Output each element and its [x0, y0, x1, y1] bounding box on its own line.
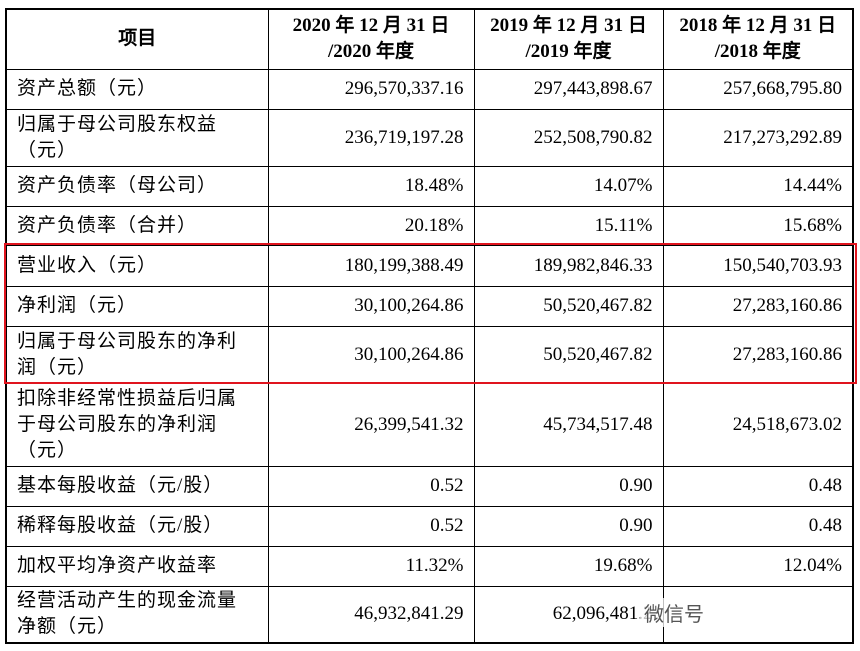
label-cell: 基本每股收益（元/股）	[5, 465, 269, 507]
label-cell: 稀释每股收益（元/股）	[5, 505, 269, 547]
data-row: 基本每股收益（元/股） 0.52 0.90 0.48	[5, 465, 854, 507]
label-cell: 营业收入（元）	[5, 244, 269, 287]
value-cell: 14.44%	[662, 165, 854, 207]
text-line: 于母公司股东的净利润	[17, 413, 218, 435]
data-row: 资产总额（元） 296,570,337.16 297,443,898.67 257,6…	[5, 68, 854, 110]
text-line: （元）	[17, 139, 78, 161]
text-line: 经营活动产生的现金流量	[17, 590, 238, 612]
value-cell: 297,443,898.67	[473, 68, 664, 110]
text-line: /2020 年度	[327, 41, 415, 63]
header-cell: 2020 年 12 月 31 日/2020 年度	[267, 8, 475, 70]
label-cell: 净利润（元）	[5, 285, 269, 327]
value-cell: 0.48	[662, 465, 854, 507]
label-cell: 归属于母公司股东权益 （元）	[5, 108, 269, 167]
value-cell: 257,668,795.80	[662, 68, 854, 110]
text-line: 资产负债率（合并）	[17, 214, 198, 236]
text-line: 净额（元）	[17, 616, 118, 638]
text-line: 营业收入（元）	[17, 254, 158, 276]
value-cell: 0.90	[473, 465, 664, 507]
data-row: 经营活动产生的现金流量 净额（元） 46,932,841.29 62,096,481.…	[5, 585, 854, 644]
value-cell: 15.11%	[473, 205, 664, 246]
data-row: 资产负债率（母公司） 18.48% 14.07% 14.44%	[5, 165, 854, 207]
highlight-box	[4, 243, 857, 384]
data-row: 归属于母公司股东权益 （元） 236,719,197.28 252,508,790.8…	[5, 108, 854, 167]
text-line: 2019 年 12 月 31 日	[490, 15, 647, 37]
watermark: 微信号	[640, 598, 708, 627]
value-cell: 26,399,541.32	[267, 382, 475, 467]
value-cell: 50,520,467.82	[473, 285, 664, 327]
value-cell: 0.48	[662, 505, 854, 547]
value-cell: 217,273,292.89	[662, 108, 854, 167]
text-line: 2018 年 12 月 31 日	[679, 15, 837, 37]
data-row: 归属于母公司股东的净利 润（元） 30,100,264.86 50,520,467.8…	[5, 325, 854, 384]
text-line: 资产负债率（母公司）	[17, 175, 218, 196]
label-cell: 资产负债率（合并）	[5, 205, 269, 246]
text-line: 2020 年 12 月 31 日	[292, 15, 450, 37]
text-line: 归属于母公司股东的净利	[17, 330, 238, 352]
label-cell: 扣除非经常性损益后归属 于母公司股东的净利润 （元）	[5, 382, 269, 467]
value-cell: 15.68%	[662, 205, 854, 246]
value-cell: 19.68%	[473, 545, 664, 587]
value-cell: 14.07%	[473, 165, 664, 207]
financial-table: 项目 2020 年 12 月 31 日/2020 年度 2019 年 12 月 31…	[5, 8, 854, 644]
label-cell: 加权平均净资产收益率	[5, 545, 269, 587]
header-cell: 项目	[5, 8, 269, 70]
value-cell: 150,540,703.93	[662, 244, 854, 287]
data-row: 稀释每股收益（元/股） 0.52 0.90 0.48	[5, 505, 854, 547]
text-line: 扣除非经常性损益后归属	[17, 387, 238, 409]
label-cell: 归属于母公司股东的净利 润（元）	[5, 325, 269, 384]
value-cell: 236,719,197.28	[267, 108, 475, 167]
data-row: 加权平均净资产收益率 11.32% 19.68% 12.04%	[5, 545, 854, 587]
text-line: /2019 年度	[525, 41, 612, 63]
value-cell: 296,570,337.16	[267, 68, 475, 110]
value-cell: 24,518,673.02	[662, 382, 854, 467]
text-line: 净利润（元）	[17, 295, 138, 316]
text-line: 资产总额（元）	[17, 78, 158, 99]
data-row: 扣除非经常性损益后归属 于母公司股东的净利润 （元） 26,399,541.32 45,…	[5, 382, 854, 467]
text-line: /2018 年度	[714, 41, 801, 63]
data-row: 资产负债率（合并） 20.18% 15.11% 15.68%	[5, 205, 854, 246]
value-cell: 45,734,517.48	[473, 382, 664, 467]
header-cell: 2019 年 12 月 31 日/2019 年度	[473, 8, 664, 70]
text-line: 项目	[118, 28, 157, 50]
text-line: 加权平均净资产收益率	[17, 555, 218, 576]
value-cell: 252,508,790.82	[473, 108, 664, 167]
label-cell: 资产负债率（母公司）	[5, 165, 269, 207]
text-line: （元）	[17, 439, 78, 461]
text-line: 稀释每股收益（元/股）	[17, 515, 224, 536]
value-cell: 20.18%	[267, 205, 475, 246]
value-cell: 27,283,160.86	[662, 325, 854, 384]
header-cell: 2018 年 12 月 31 日/2018 年度	[662, 8, 854, 70]
value-cell: 0.52	[267, 465, 475, 507]
text-line: 归属于母公司股东权益	[17, 113, 218, 135]
value-cell: 46,932,841.29	[267, 585, 475, 644]
value-cell: 18.48%	[267, 165, 475, 207]
value-cell: 12.04%	[662, 545, 854, 587]
value-cell: 0.90	[473, 505, 664, 547]
value-cell: 62,096,481.2	[473, 585, 664, 644]
text-line: 润（元）	[17, 356, 98, 378]
label-cell: 经营活动产生的现金流量 净额（元）	[5, 585, 269, 644]
text-line: 基本每股收益（元/股）	[17, 475, 224, 496]
value-cell: 0.52	[267, 505, 475, 547]
label-cell: 资产总额（元）	[5, 68, 269, 110]
value-cell: 30,100,264.86	[267, 285, 475, 327]
value-cell: 11.32%	[267, 545, 475, 587]
header-row: 项目 2020 年 12 月 31 日/2020 年度 2019 年 12 月 31…	[5, 8, 854, 70]
